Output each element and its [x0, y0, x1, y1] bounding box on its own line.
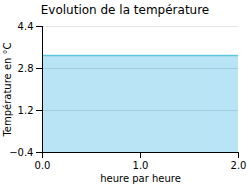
- svg-text:−0.4: −0.4: [9, 147, 33, 158]
- svg-text:1.0: 1.0: [133, 160, 149, 171]
- svg-text:heure par heure: heure par heure: [100, 173, 181, 184]
- html-text:Evolution de la température: Evolution de la température: [40, 3, 210, 17]
- svg-text:2.0: 2.0: [231, 160, 247, 171]
- svg-text:1.2: 1.2: [18, 105, 34, 116]
- svg-text:Température en °C: Température en °C: [2, 42, 13, 137]
- svg-text:4.4: 4.4: [18, 21, 34, 32]
- svg-text:0.0: 0.0: [35, 160, 51, 171]
- svg-text:2.8: 2.8: [18, 63, 34, 74]
